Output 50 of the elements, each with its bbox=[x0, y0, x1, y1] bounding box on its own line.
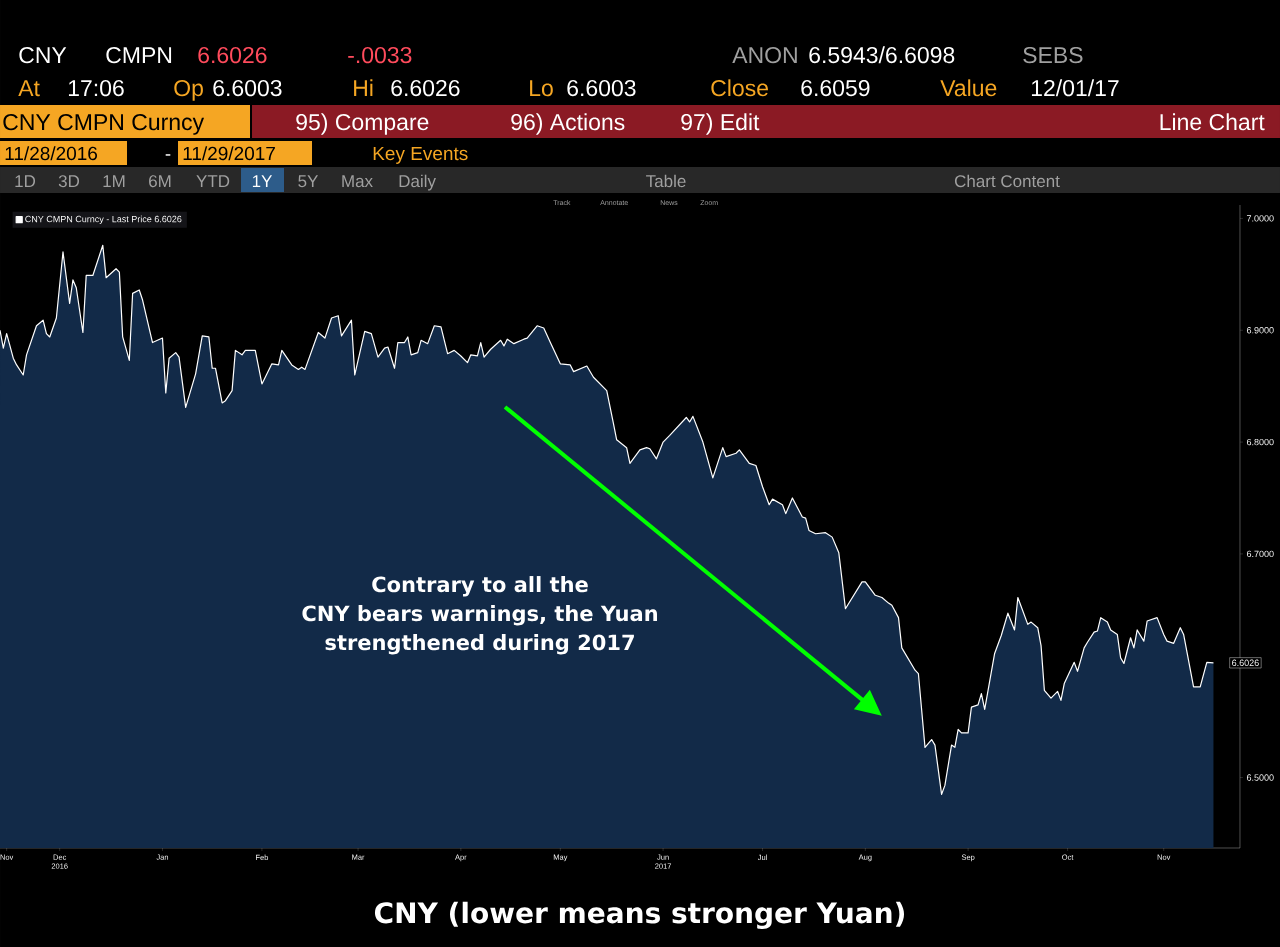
text: 11/29/2017 bbox=[183, 146, 275, 161]
text: 1M bbox=[103, 175, 125, 187]
text: YTD bbox=[196, 175, 230, 187]
text: -.0033 bbox=[348, 46, 412, 64]
text: Daily bbox=[399, 174, 436, 191]
text: 5Y bbox=[298, 175, 319, 188]
text: 6.6003 bbox=[213, 79, 282, 97]
text: 17:06 bbox=[68, 79, 124, 97]
text: 96) Actions bbox=[511, 113, 625, 135]
text: - bbox=[165, 154, 171, 156]
y-tick-label: 6.9000 bbox=[1246, 327, 1274, 334]
y-tick-label: 6.5000 bbox=[1246, 774, 1274, 781]
annotation: Contrary to all the bbox=[372, 576, 588, 597]
text: Key Events bbox=[373, 146, 468, 164]
text: 97) Edit bbox=[681, 113, 760, 135]
text: 6M bbox=[149, 175, 171, 188]
text: 6.6003 bbox=[567, 79, 636, 97]
text: SEBS bbox=[1023, 46, 1083, 64]
annotation: CNY bears warnings, the Yuan bbox=[302, 605, 658, 626]
text: 6.6059 bbox=[801, 79, 870, 97]
text: Max bbox=[342, 175, 373, 188]
text: 3D bbox=[58, 175, 80, 188]
y-tick-label: 6.8000 bbox=[1246, 438, 1274, 446]
text: 1D bbox=[15, 175, 36, 187]
y-tick-label: 7.0000 bbox=[1246, 215, 1274, 222]
text: CNY CMPN Curncy bbox=[3, 113, 205, 135]
text: Table bbox=[646, 174, 686, 188]
text: 6.6026 bbox=[198, 46, 267, 64]
text: 95) Compare bbox=[296, 113, 429, 135]
text: Hi bbox=[354, 79, 373, 96]
annotation: strengthened during 2017 bbox=[325, 634, 634, 655]
text: 6.5943/6.6098 bbox=[809, 46, 955, 64]
text: 6.6026 bbox=[391, 79, 460, 97]
annotation: 6.6026 bbox=[1232, 659, 1259, 667]
text: CNY (lower means stronger Yuan) bbox=[374, 901, 905, 930]
text: 11/28/2016 bbox=[5, 146, 98, 161]
text: 12/01/17 bbox=[1031, 79, 1119, 97]
text: CMPN bbox=[106, 46, 172, 64]
text: 1Y bbox=[252, 175, 273, 187]
text: CNY bbox=[19, 46, 67, 64]
legend-label: CNY CMPN Curncy - Last Price 6.6026 bbox=[25, 215, 182, 225]
text: At bbox=[18, 80, 40, 97]
text: Value bbox=[940, 79, 997, 97]
text: Close bbox=[711, 79, 768, 97]
text: Lo bbox=[530, 80, 553, 97]
text: Chart Content bbox=[954, 174, 1060, 188]
y-tick-label: 6.7000 bbox=[1246, 550, 1274, 558]
text: ANON bbox=[732, 46, 797, 64]
text: Op bbox=[174, 79, 203, 101]
text: Line Chart bbox=[1160, 113, 1265, 131]
